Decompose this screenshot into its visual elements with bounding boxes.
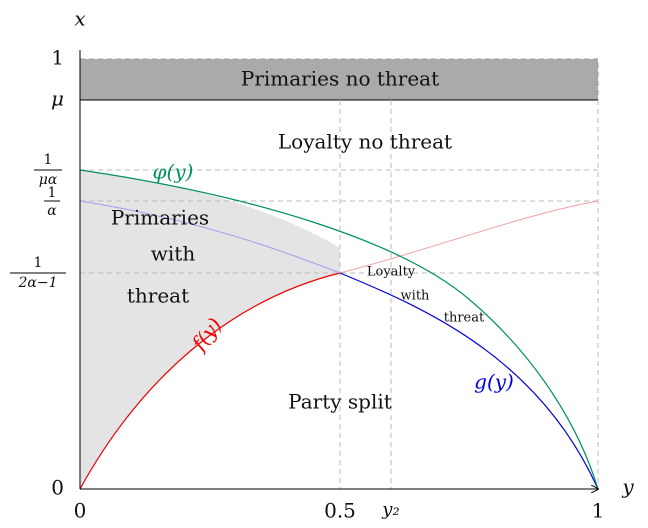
region-label: Primaries (111, 206, 209, 230)
tick-label: 1 (51, 46, 64, 70)
tick-den: α (47, 203, 57, 219)
grid (80, 100, 599, 489)
top-band (79, 58, 599, 101)
curve-f (79, 272, 341, 490)
curve-f-faded (339, 200, 599, 274)
tick-label: y₂ (381, 499, 399, 520)
curve-g-faded (79, 200, 341, 274)
tick-label: 0 (51, 476, 64, 500)
curve-phi (79, 169, 599, 490)
tick-label: 0 (74, 499, 87, 523)
curve-label: g(y) (474, 370, 514, 394)
tick-den: μα (39, 172, 58, 188)
region-label: Loyalty no threat (278, 130, 452, 154)
region-label: threat (444, 311, 485, 326)
region-label: Primaries no threat (241, 67, 439, 91)
region-label: threat (127, 284, 189, 308)
tick-num: 1 (34, 255, 43, 271)
tick-label: 0.5 (324, 499, 356, 523)
region-label: with (151, 242, 196, 266)
tick-label: μ (51, 87, 64, 111)
tick-num: 1 (48, 185, 57, 201)
axis-label: y (621, 475, 634, 499)
curve-g (339, 272, 599, 490)
region-label: Party split (288, 390, 392, 414)
tick-label: 1 (592, 499, 605, 523)
curve-label: φ(y) (153, 160, 194, 184)
tick-num: 1 (44, 152, 53, 168)
region-label: Loyalty (367, 265, 416, 280)
axis-label: x (74, 7, 85, 31)
region-label: with (401, 289, 431, 304)
tick-den: 2α−1 (18, 275, 58, 291)
